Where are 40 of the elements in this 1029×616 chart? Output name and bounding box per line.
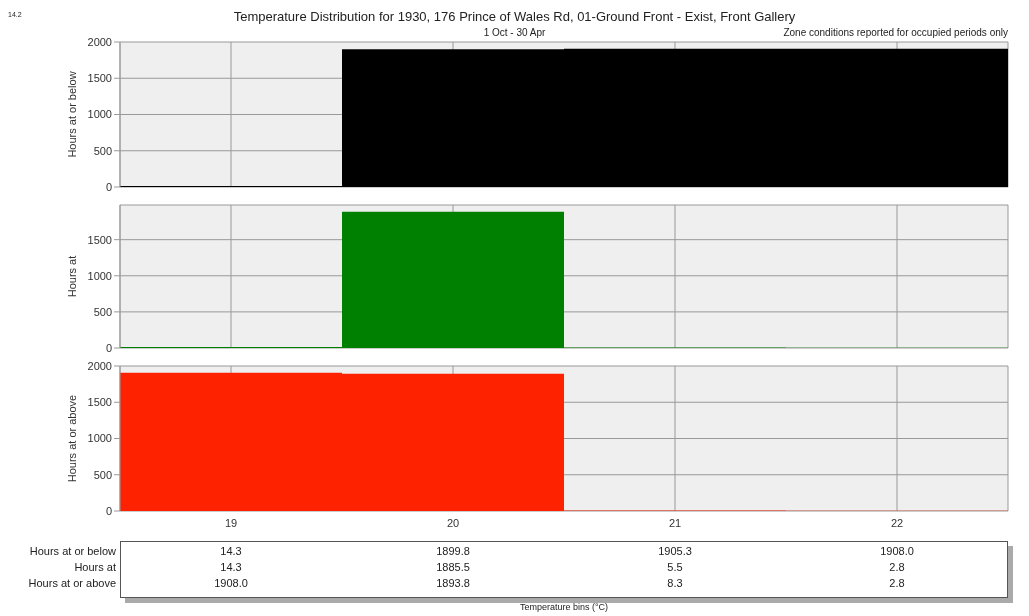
x-tick-label: 22 xyxy=(890,516,904,529)
y-tick-label: 1000 xyxy=(87,108,112,121)
y-tick-label: 1000 xyxy=(87,432,112,445)
data-label: 1905.3 xyxy=(657,545,693,557)
data-label: 1908.0 xyxy=(213,577,249,589)
data-label: 1899.8 xyxy=(435,545,471,557)
y-tick-label: 0 xyxy=(105,341,112,354)
y-tick-label: 2000 xyxy=(87,35,112,48)
text: Zone conditions reported for occupied periods only xyxy=(783,27,1008,38)
x-tick-label: 20 xyxy=(446,516,460,529)
y-axis-title: Hours at xyxy=(65,255,78,298)
y-axis-title: Hours at or above xyxy=(65,394,78,483)
data-label: 8.3 xyxy=(666,577,684,589)
y-tick-label: 500 xyxy=(93,144,112,157)
data-label: 2.8 xyxy=(888,577,906,589)
y-tick-label: 1500 xyxy=(87,72,112,85)
data-label: 2.8 xyxy=(888,561,906,573)
chart-title: Temperature Distribution for 1930, 176 Prince of Wales Rd, 01-Ground Front - Exist, Front Gallery xyxy=(233,9,796,24)
data-label: 1893.8 xyxy=(435,577,471,589)
x-axis-title: Temperature bins (°C) xyxy=(518,602,610,612)
y-tick-label: 1000 xyxy=(87,269,112,282)
y-tick-label: 0 xyxy=(105,180,112,193)
y-tick-label: 500 xyxy=(93,305,112,318)
data-label: 14.3 xyxy=(219,561,243,573)
y-tick-label: 1500 xyxy=(87,233,112,246)
data-label: 1885.5 xyxy=(435,561,471,573)
text: Hours at or above xyxy=(27,577,116,589)
data-label: 1908.0 xyxy=(879,545,915,557)
data-label: 14.3 xyxy=(219,545,243,557)
y-tick-label: 500 xyxy=(93,468,112,481)
data-label: 5.5 xyxy=(666,561,684,573)
y-tick-label: 0 xyxy=(105,504,112,517)
x-tick-label: 19 xyxy=(224,516,238,529)
y-axis-title: Hours at or below xyxy=(65,71,78,158)
text: Hours at xyxy=(73,561,116,573)
y-tick-label: 1500 xyxy=(87,396,112,409)
chart-subtitle: 1 Oct - 30 Apr xyxy=(483,27,546,38)
x-tick-label: 21 xyxy=(668,516,682,529)
y-tick-label: 2000 xyxy=(87,359,112,372)
text: Hours at or below xyxy=(28,545,116,557)
